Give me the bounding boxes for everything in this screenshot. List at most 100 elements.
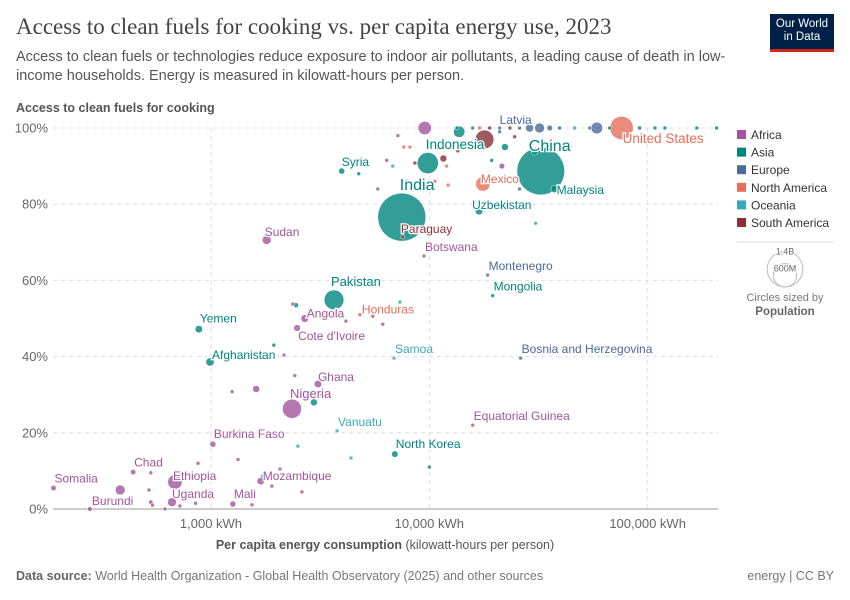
data-point[interactable] bbox=[400, 234, 406, 240]
data-point[interactable] bbox=[229, 389, 235, 394]
data-point[interactable] bbox=[370, 313, 376, 319]
data-point[interactable] bbox=[262, 235, 272, 245]
data-point[interactable] bbox=[497, 129, 502, 135]
data-point[interactable] bbox=[587, 125, 592, 131]
data-point[interactable] bbox=[167, 474, 183, 490]
legend-item-north-america[interactable]: North America bbox=[751, 181, 827, 195]
data-point[interactable] bbox=[397, 299, 403, 305]
data-point[interactable] bbox=[177, 503, 183, 509]
legend-item-oceania[interactable]: Oceania bbox=[751, 198, 796, 212]
data-point[interactable] bbox=[375, 186, 381, 192]
data-point[interactable] bbox=[282, 399, 302, 419]
data-point[interactable] bbox=[485, 272, 490, 278]
data-point[interactable] bbox=[277, 466, 283, 472]
data-point[interactable] bbox=[195, 461, 201, 466]
data-point[interactable] bbox=[391, 450, 399, 458]
data-point[interactable] bbox=[694, 125, 700, 131]
data-point[interactable] bbox=[475, 176, 491, 192]
data-point[interactable] bbox=[162, 506, 168, 512]
data-point[interactable] bbox=[427, 464, 432, 470]
data-point[interactable] bbox=[235, 457, 241, 462]
data-point[interactable] bbox=[490, 293, 495, 298]
data-point[interactable] bbox=[50, 485, 57, 491]
data-point[interactable] bbox=[249, 502, 255, 508]
data-point[interactable] bbox=[417, 121, 432, 135]
data-point[interactable] bbox=[516, 146, 565, 196]
data-point[interactable] bbox=[313, 380, 322, 388]
data-point[interactable] bbox=[525, 123, 534, 133]
data-point[interactable] bbox=[517, 125, 522, 131]
data-point[interactable] bbox=[590, 121, 603, 135]
data-point[interactable] bbox=[300, 314, 309, 323]
data-point[interactable] bbox=[205, 357, 215, 367]
data-point[interactable] bbox=[115, 484, 126, 496]
data-point[interactable] bbox=[607, 125, 612, 131]
data-point[interactable] bbox=[407, 144, 413, 150]
data-point[interactable] bbox=[714, 125, 719, 131]
data-point[interactable] bbox=[348, 455, 354, 461]
data-point[interactable] bbox=[533, 221, 538, 226]
data-point[interactable] bbox=[167, 497, 177, 507]
data-point[interactable] bbox=[534, 122, 545, 134]
data-point[interactable] bbox=[338, 167, 346, 175]
data-point[interactable] bbox=[517, 186, 522, 192]
data-point[interactable] bbox=[390, 163, 395, 169]
data-point[interactable] bbox=[271, 342, 277, 348]
data-point[interactable] bbox=[432, 179, 438, 184]
data-point[interactable] bbox=[507, 125, 513, 131]
data-point[interactable] bbox=[445, 182, 451, 188]
data-point[interactable] bbox=[404, 179, 410, 184]
data-point[interactable] bbox=[146, 487, 152, 493]
data-point[interactable] bbox=[252, 385, 260, 393]
data-point[interactable] bbox=[150, 502, 155, 508]
data-point[interactable] bbox=[391, 355, 397, 361]
data-point[interactable] bbox=[518, 355, 523, 361]
data-point[interactable] bbox=[489, 158, 494, 163]
data-point[interactable] bbox=[637, 125, 642, 131]
data-point[interactable] bbox=[416, 152, 439, 174]
data-point[interactable] bbox=[310, 398, 318, 407]
data-point[interactable] bbox=[501, 143, 509, 151]
data-point[interactable] bbox=[130, 469, 137, 475]
data-point[interactable] bbox=[148, 470, 154, 476]
data-point[interactable] bbox=[344, 279, 350, 285]
data-point[interactable] bbox=[550, 185, 559, 193]
data-point[interactable] bbox=[295, 443, 301, 449]
data-point[interactable] bbox=[470, 125, 475, 131]
license[interactable]: energy | CC BY bbox=[747, 569, 834, 583]
data-point[interactable] bbox=[475, 206, 484, 216]
data-point[interactable] bbox=[455, 148, 461, 154]
data-point[interactable] bbox=[572, 125, 577, 131]
data-point[interactable] bbox=[498, 163, 505, 170]
data-point[interactable] bbox=[444, 163, 449, 169]
data-point[interactable] bbox=[384, 158, 389, 163]
data-point[interactable] bbox=[318, 392, 323, 397]
data-point[interactable] bbox=[356, 171, 361, 176]
data-point[interactable] bbox=[260, 473, 265, 479]
legend-item-south-america[interactable]: South America bbox=[751, 216, 829, 230]
data-point[interactable] bbox=[299, 489, 305, 495]
data-point[interactable] bbox=[652, 125, 658, 131]
data-point[interactable] bbox=[512, 134, 517, 140]
data-point[interactable] bbox=[487, 125, 492, 131]
data-point[interactable] bbox=[323, 289, 345, 310]
data-point[interactable] bbox=[439, 154, 448, 163]
data-point[interactable] bbox=[477, 125, 482, 131]
data-point[interactable] bbox=[209, 440, 217, 448]
data-point[interactable] bbox=[474, 129, 495, 149]
data-point[interactable] bbox=[269, 483, 275, 489]
legend-item-europe[interactable]: Europe bbox=[751, 163, 790, 177]
data-point[interactable] bbox=[194, 325, 203, 334]
data-point[interactable] bbox=[421, 253, 427, 259]
data-point[interactable] bbox=[290, 301, 296, 307]
data-point[interactable] bbox=[470, 422, 475, 428]
data-point[interactable] bbox=[334, 428, 340, 434]
legend-item-africa[interactable]: Africa bbox=[751, 128, 782, 142]
data-point[interactable] bbox=[281, 352, 287, 358]
data-point[interactable] bbox=[395, 133, 401, 138]
source-text[interactable]: World Health Organization - Global Healt… bbox=[95, 569, 544, 583]
data-point[interactable] bbox=[412, 160, 418, 166]
legend-item-asia[interactable]: Asia bbox=[751, 146, 775, 160]
data-point[interactable] bbox=[193, 501, 198, 506]
data-point[interactable] bbox=[292, 373, 298, 378]
